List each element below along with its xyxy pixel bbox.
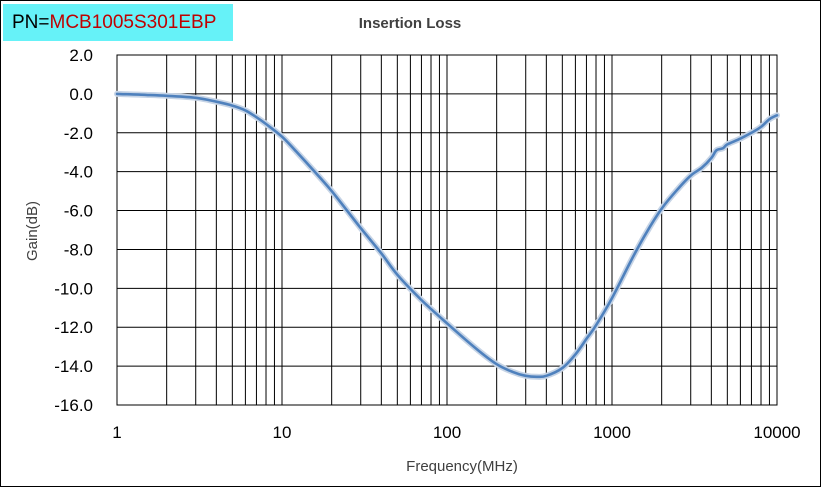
x-tick-label: 10000 <box>753 423 800 442</box>
series-layer <box>114 90 780 380</box>
y-tick-label: 2.0 <box>69 46 93 65</box>
y-tick-label: -4.0 <box>64 163 93 182</box>
x-axis-label: Frequency(MHz) <box>406 458 518 475</box>
y-tick-label: -6.0 <box>64 202 93 221</box>
part-number-label: PN=MCB1005S301EBP <box>3 4 233 41</box>
y-tick-label: -10.0 <box>54 279 93 298</box>
x-tick-label: 1000 <box>593 423 631 442</box>
y-tick-labels: 2.0 0.0 -2.0 -4.0 -6.0 -8.0 -10.0 -12.0 -14.0 -16… <box>54 46 93 415</box>
major-grid <box>116 54 778 406</box>
y-tick-label: 0.0 <box>69 85 93 104</box>
chart-title: Insertion Loss <box>358 15 462 32</box>
y-tick-label: -12.0 <box>54 318 93 337</box>
part-number-value: MCB1005S301EBP <box>49 12 217 33</box>
x-tick-label: 100 <box>433 423 461 442</box>
part-number-prefix: PN= <box>12 12 50 33</box>
x-tick-labels: 1 10 100 1000 10000 <box>112 423 800 442</box>
series-line <box>115 92 779 379</box>
y-tick-label: -8.0 <box>64 240 93 259</box>
x-tick-label: 1 <box>112 423 121 442</box>
x-tick-label: 10 <box>273 423 292 442</box>
minor-grid <box>166 55 770 405</box>
y-tick-label: -14.0 <box>54 357 93 376</box>
y-tick-label: -16.0 <box>54 396 93 415</box>
y-tick-label: -2.0 <box>64 124 93 143</box>
plot-area-border <box>116 54 778 406</box>
y-axis-label: Gain(dB) <box>24 201 41 261</box>
